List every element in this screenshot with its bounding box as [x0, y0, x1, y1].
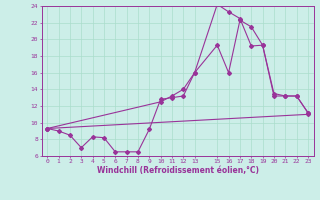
X-axis label: Windchill (Refroidissement éolien,°C): Windchill (Refroidissement éolien,°C) — [97, 166, 259, 175]
